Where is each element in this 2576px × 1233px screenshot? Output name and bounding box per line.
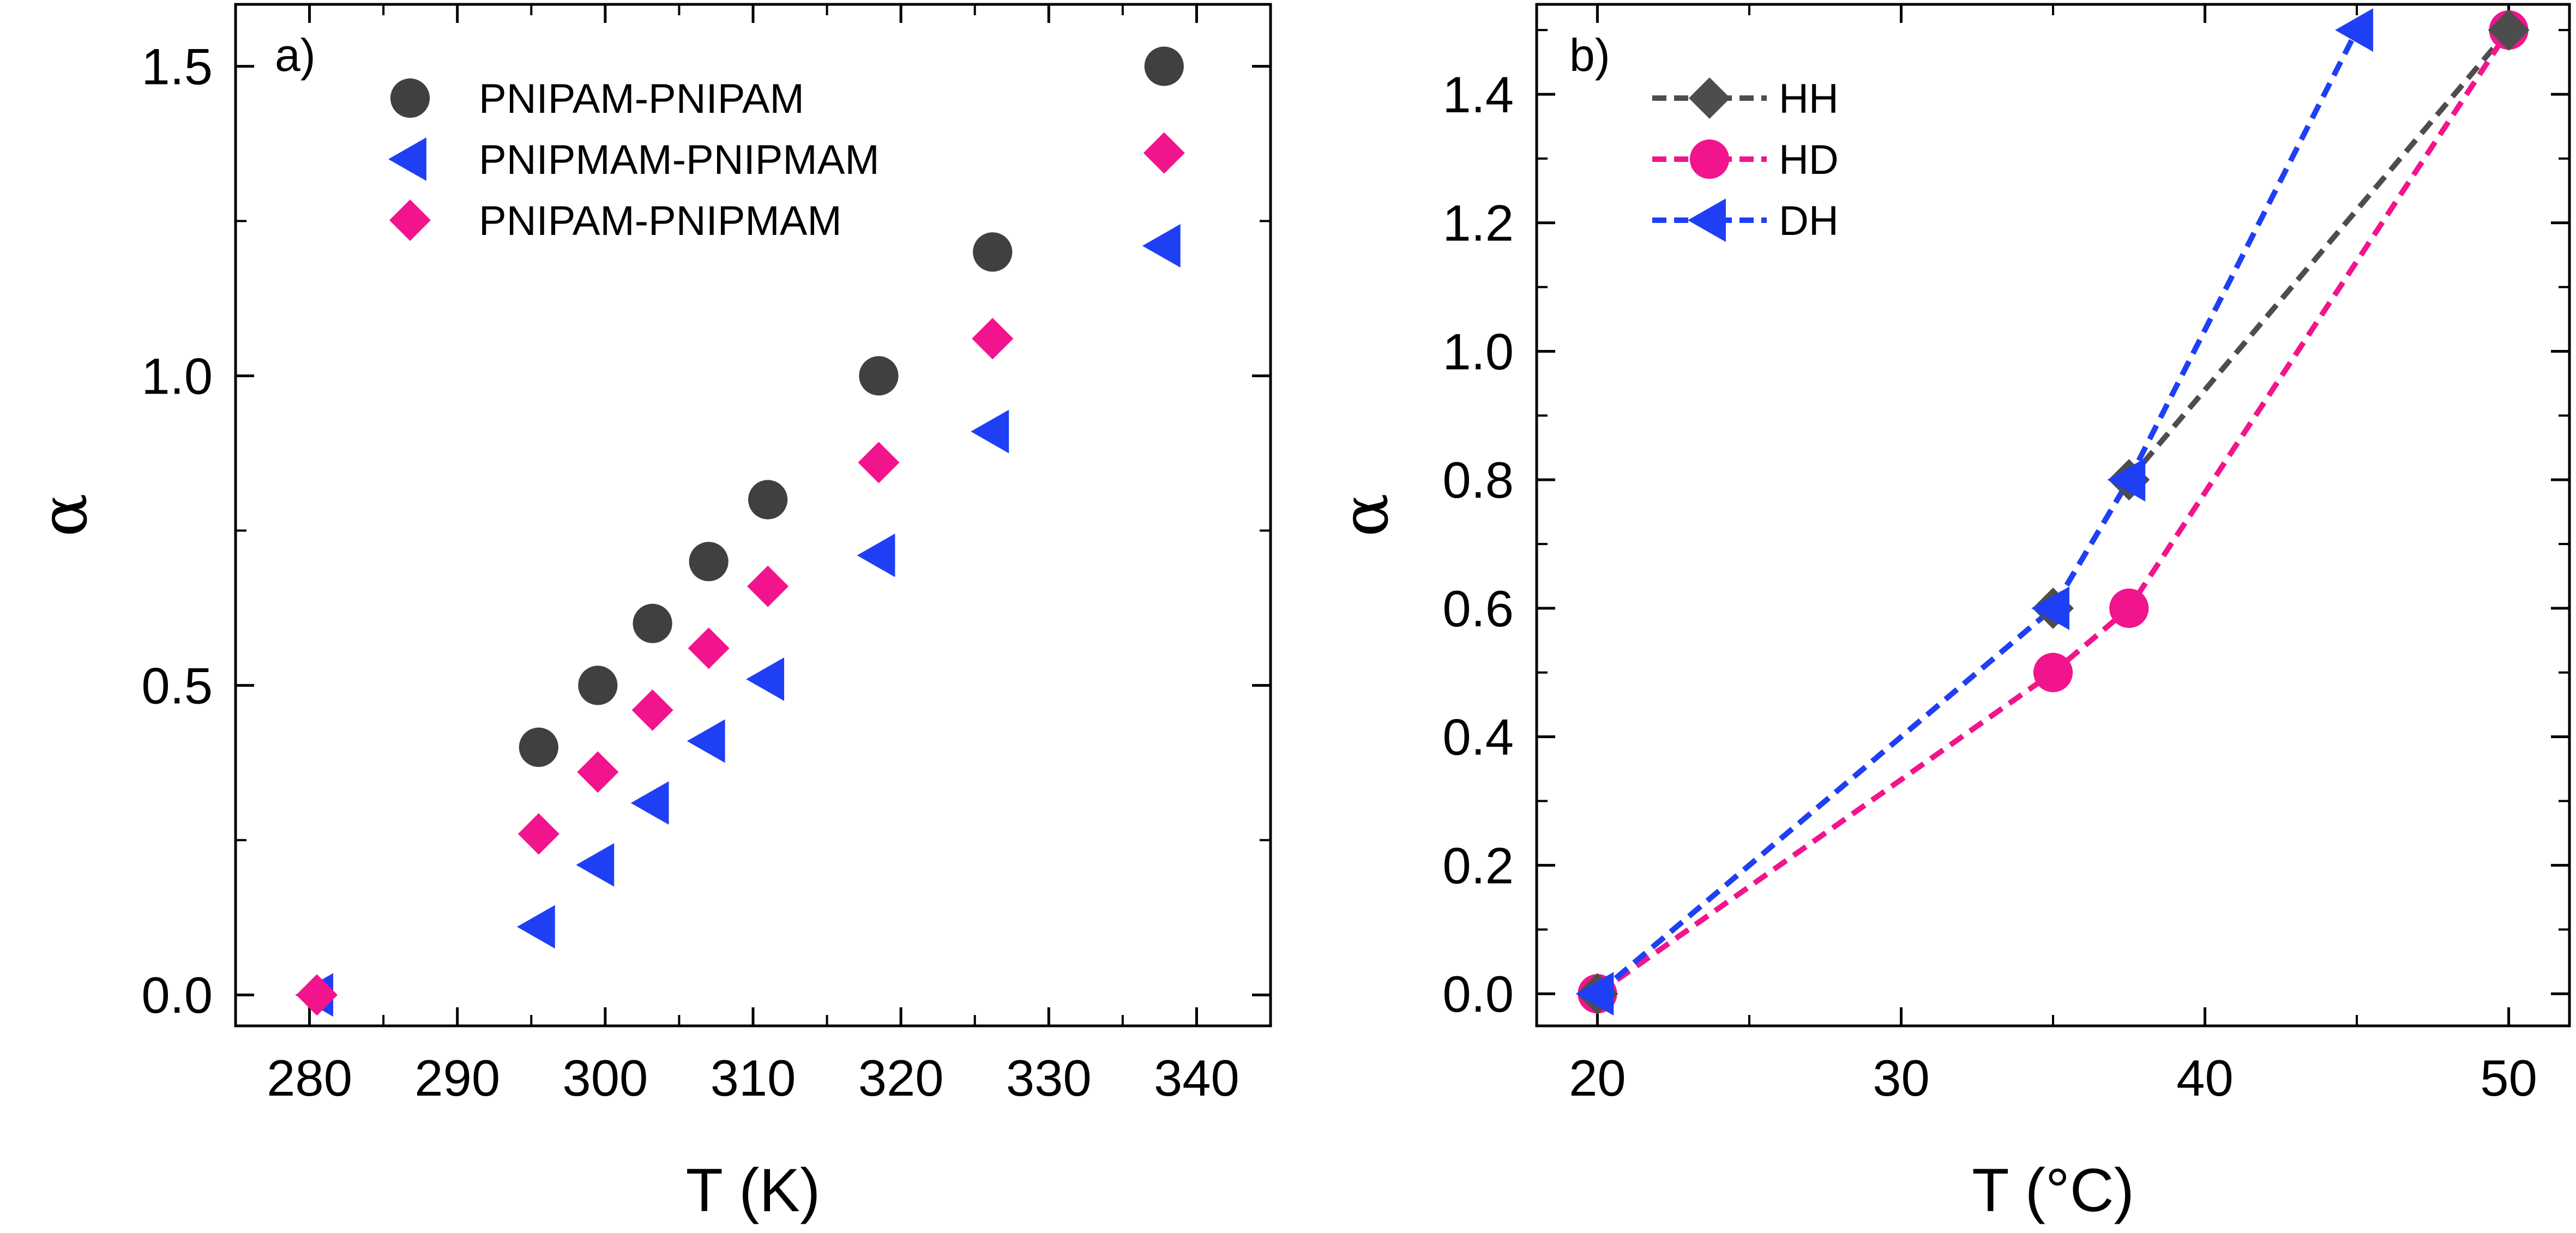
data-point-pnipmam-pnipmam [576,843,615,887]
data-point-dh [2107,458,2146,502]
panel-a-y-tick-label: 1.0 [141,347,213,404]
panel-b-lines [1596,28,2511,996]
panel-a-plot-frame [234,3,1272,1028]
data-point-pnipmam-pnipmam [687,719,725,763]
panel-a-x-tick-label: 300 [562,1049,648,1107]
panel-b-label: b) [1569,29,1610,81]
panel-a-x-tick-label: 280 [267,1049,352,1107]
panel-b: 20 30 40 50 0.0 0.2 0.4 0.6 0.8 1.0 1.2 1.4 b) T (°… [1327,3,2571,1224]
panel-b-y-tick-label: 0.4 [1442,709,1514,766]
panel-a-x-tick-label: 340 [1154,1049,1239,1107]
panel-a-y-axis-title: α [26,493,101,537]
data-point-pnipam-pnipmam [747,565,789,607]
legend-label-pnipam-pnipmam: PNIPAM-PNIPMAM [479,198,842,244]
panel-a-marks [295,46,1185,1017]
legend-marker-pnipam-pnipam [390,78,430,118]
legend-entry-pnipam-pnipmam: PNIPAM-PNIPMAM [389,198,842,244]
panel-a-y-tick-label: 0.5 [141,657,213,714]
data-point-pnipmam-pnipmam [746,657,785,701]
data-point-pnipam-pnipmam [858,442,900,483]
data-point-pnipam-pnipmam [577,751,619,793]
panel-b-y-axis-title: α [1327,493,1403,537]
panel-b-y-tick-label: 0.8 [1442,451,1514,509]
panel-b-x-tick-label: 30 [1873,1049,1930,1107]
data-point-pnipam-pnipam [973,232,1013,272]
panel-a-x-tick-label: 310 [711,1049,796,1107]
panel-a-x-tick-label: 330 [1006,1049,1092,1107]
legend-entry-pnipmam-pnipmam: PNIPMAM-PNIPMAM [388,137,880,183]
data-point-pnipam-pnipmam [517,813,559,855]
data-point-pnipam-pnipmam [688,627,730,669]
data-point-dh [1575,972,1614,1016]
legend-label-hh: HH [1779,76,1839,122]
data-point-pnipmam-pnipmam [971,409,1009,454]
legend-marker-pnipam-pnipmam [389,200,431,241]
data-point-pnipam-pnipam [748,480,788,519]
panel-b-y-tick-label: 0.2 [1442,837,1514,894]
panel-a-ticks [234,4,1272,1026]
panel-a-x-axis-title: T (K) [686,1156,821,1224]
data-point-pnipam-pnipam [578,666,618,705]
panel-b-y-tick-label: 0.6 [1442,580,1514,637]
panel-b-x-tick-label: 20 [1569,1049,1626,1107]
series-line-hd [1596,28,2511,996]
legend-entry-dh: DH [1652,198,1839,244]
panel-b-marks [1575,8,2530,1016]
panel-a-label: a) [275,29,316,81]
legend-marker-pnipmam-pnipmam [388,137,426,181]
panel-b-x-axis-title: T (°C) [1972,1156,2134,1224]
panel-b-y-tick-label: 0.0 [1442,965,1514,1023]
legend-label-hd: HD [1779,137,1839,183]
panel-b-y-tick-label: 1.0 [1442,323,1514,380]
data-point-pnipam-pnipam [1144,46,1184,86]
panel-b-y-tick-label: 1.4 [1442,66,1514,123]
data-point-hh [2488,9,2530,51]
panel-a-y-tick-label: 0.0 [141,966,213,1024]
legend-marker-hd [1689,139,1730,179]
data-point-pnipam-pnipmam [1143,132,1185,174]
data-point-pnipam-pnipam [633,603,672,643]
legend-label-pnipmam-pnipmam: PNIPMAM-PNIPMAM [479,137,880,183]
data-point-pnipam-pnipam [859,356,899,396]
panel-a-legend: PNIPAM-PNIPAM PNIPMAM-PNIPMAM PNIPAM-PNI… [388,76,880,244]
data-point-pnipam-pnipmam [296,974,338,1016]
panel-b-x-tick-label: 50 [2480,1049,2537,1107]
panel-b-y-tick-label: 1.2 [1442,195,1514,252]
legend-entry-hh: HH [1652,76,1839,122]
panel-a: 280 290 300 310 320 330 340 0.0 0.5 1.0 1.5 a) T (… [26,3,1272,1224]
panel-a-tick-labels: 280 290 300 310 320 330 340 0.0 0.5 1.0 1.5 [141,38,1239,1107]
data-point-pnipmam-pnipmam [1142,224,1181,268]
data-point-pnipmam-pnipmam [516,905,555,949]
data-point-pnipam-pnipmam [631,689,673,731]
panel-b-legend: HH HD DH [1652,76,1839,244]
panel-a-x-tick-label: 290 [414,1049,500,1107]
data-point-hd [2033,652,2073,692]
legend-label-dh: DH [1779,198,1839,244]
data-point-pnipam-pnipam [689,542,729,582]
legend-marker-dh [1688,198,1726,242]
panel-b-x-tick-label: 40 [2176,1049,2234,1107]
data-point-pnipam-pnipam [519,727,558,767]
data-point-dh [2335,8,2373,52]
data-point-dh [2031,586,2069,630]
panel-b-ticks [1537,4,2569,1026]
legend-label-pnipam-pnipam: PNIPAM-PNIPAM [479,76,804,122]
legend-entry-hd: HD [1652,137,1839,183]
panel-a-x-tick-label: 320 [858,1049,944,1107]
data-point-pnipmam-pnipmam [857,533,895,577]
panel-a-y-tick-label: 1.5 [141,38,213,95]
legend-marker-hh [1689,77,1730,119]
data-point-pnipmam-pnipmam [630,781,669,825]
series-line-hh [1596,28,2511,996]
panel-b-tick-labels: 20 30 40 50 0.0 0.2 0.4 0.6 0.8 1.0 1.2 1.4 [1442,66,2537,1107]
legend-entry-pnipam-pnipam: PNIPAM-PNIPAM [390,76,804,122]
panel-b-plot-frame [1535,3,2571,1028]
series-line-dh [1596,28,2360,996]
data-point-hd [2109,588,2149,628]
data-point-pnipam-pnipmam [972,318,1014,360]
